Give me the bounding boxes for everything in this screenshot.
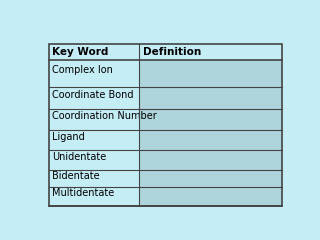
Bar — [139, 87, 282, 109]
Bar — [49, 44, 282, 60]
Bar — [49, 186, 139, 206]
Bar — [49, 60, 139, 87]
Text: Complex Ion: Complex Ion — [52, 65, 113, 75]
Bar — [49, 44, 282, 206]
Bar — [139, 186, 282, 206]
Bar — [139, 150, 282, 170]
Bar — [49, 170, 139, 186]
Bar — [139, 109, 282, 130]
Bar — [139, 60, 282, 87]
Text: Bidentate: Bidentate — [52, 171, 100, 181]
Bar — [49, 87, 139, 109]
Text: Unidentate: Unidentate — [52, 152, 107, 162]
Text: Coordinate Bond: Coordinate Bond — [52, 90, 134, 100]
Bar — [139, 130, 282, 150]
Text: Coordination Number: Coordination Number — [52, 111, 157, 121]
Bar — [49, 109, 139, 130]
Bar — [49, 130, 139, 150]
Text: Multidentate: Multidentate — [52, 188, 115, 198]
Text: Ligand: Ligand — [52, 132, 85, 142]
Text: Key Word: Key Word — [52, 47, 109, 57]
Bar — [49, 150, 139, 170]
Bar — [139, 170, 282, 186]
Text: Definition: Definition — [143, 47, 201, 57]
